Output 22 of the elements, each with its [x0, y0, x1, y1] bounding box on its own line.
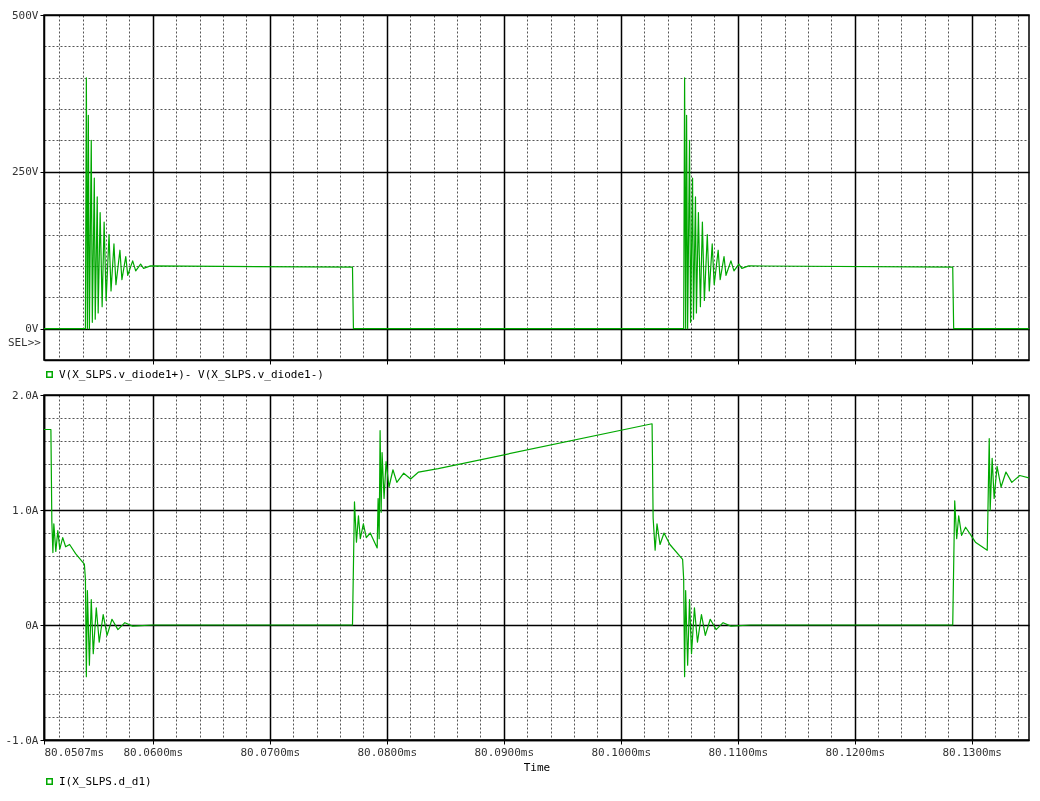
- y-tick-label: 500V: [12, 8, 39, 22]
- x-tick-label: 80.0800ms: [357, 745, 418, 759]
- legend-label: V(X_SLPS.v_diode1+)- V(X_SLPS.v_diode1-): [59, 367, 324, 381]
- y-tick-label: 0V: [25, 322, 39, 336]
- x-axis-title: Time: [523, 760, 551, 774]
- y-tick-label: -1.0A: [5, 733, 39, 747]
- text: SEL>>: [7, 336, 42, 349]
- x-tick-label: 80.0900ms: [474, 745, 535, 759]
- y-tick-label: 2.0A: [12, 388, 39, 402]
- y-tick-label: 1.0A: [12, 503, 39, 517]
- y-tick-label: 250V: [12, 165, 39, 179]
- line-series: [44, 77, 1029, 330]
- line-series: [44, 423, 1029, 678]
- x-tick-label: 80.1000ms: [591, 745, 652, 759]
- y-tick-label: 0A: [25, 618, 39, 632]
- legend-label: I(X_SLPS.d_d1): [59, 774, 152, 788]
- x-tick-label: 80.0600ms: [123, 745, 184, 759]
- x-tick-label: 80.0700ms: [240, 745, 301, 759]
- x-tick-label: 80.1100ms: [708, 745, 769, 759]
- x-tick-label: 80.0507ms: [44, 745, 105, 759]
- x-tick-label: 80.1200ms: [825, 745, 885, 759]
- x-tick-label: 80.1300ms: [942, 745, 1002, 759]
